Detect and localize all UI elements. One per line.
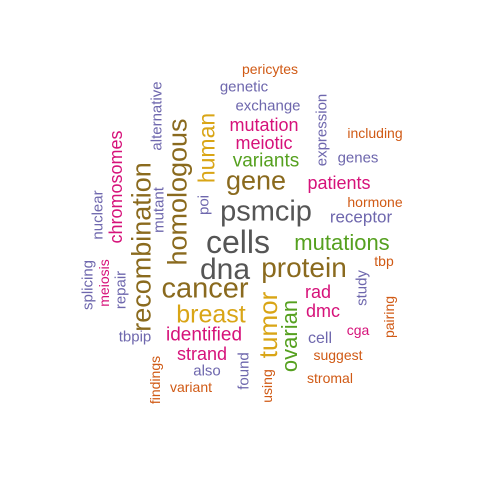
word-gene: gene [225,165,287,196]
word-found: found [235,352,253,390]
word-stromal: stromal [307,370,353,386]
word-exchange: exchange [235,97,301,115]
word-cells: cells [205,224,271,260]
word-study: study [353,270,371,306]
word-protein: protein [261,252,347,283]
word-mutations: mutations [294,230,390,255]
word-using: using [259,369,275,403]
word-dna: dna [199,253,251,286]
word-cancer: cancer [161,272,249,305]
word-meiotic: meiotic [235,133,293,153]
word-pericytes: pericytes [241,61,299,77]
word-cga: cga [346,322,370,338]
word-expression: expression [313,93,331,167]
word-poi: poi [195,194,213,216]
word-rad: rad [304,282,332,302]
word-suggest: suggest [313,347,363,363]
word-mutation: mutation [229,115,299,135]
word-cell: cell [307,330,333,347]
word-human: human [193,112,220,184]
word-variants: variants [232,150,300,172]
word-including: including [347,125,403,141]
word-genes: genes [337,149,379,167]
word-homologous: homologous [162,118,193,266]
word-nuclear: nuclear [89,190,107,240]
word-tbpip: tbpip [118,328,152,346]
word-alternative: alternative [148,81,166,151]
word-psmcip: psmcip [220,195,312,228]
word-pairing: pairing [381,295,397,339]
word-variant: variant [169,379,213,395]
word-meiosis: meiosis [96,259,112,307]
word-identified: identified [165,324,243,346]
word-breast: breast [176,300,246,329]
word-splicing: splicing [79,259,97,311]
word-chromosomes: chromosomes [106,130,126,244]
word-repair: repair [112,270,130,310]
word-mutant: mutant [150,187,168,233]
word-genetic: genetic [219,78,269,96]
word-dmc: dmc [305,301,341,321]
word-also: also [193,362,221,380]
word-findings: findings [147,355,163,405]
word-patients: patients [307,173,371,193]
word-tbp: tbp [374,253,394,269]
word-ovarian: ovarian [277,299,302,373]
word-strand: strand [176,344,228,364]
word-receptor: receptor [329,207,393,227]
word-hormone: hormone [347,194,403,210]
